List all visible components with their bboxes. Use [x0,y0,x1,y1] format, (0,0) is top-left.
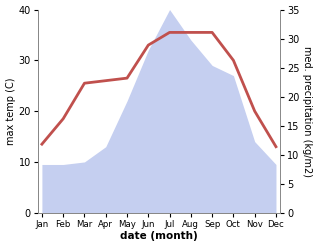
X-axis label: date (month): date (month) [120,231,198,242]
Y-axis label: med. precipitation (kg/m2): med. precipitation (kg/m2) [302,46,313,177]
Y-axis label: max temp (C): max temp (C) [5,77,16,145]
